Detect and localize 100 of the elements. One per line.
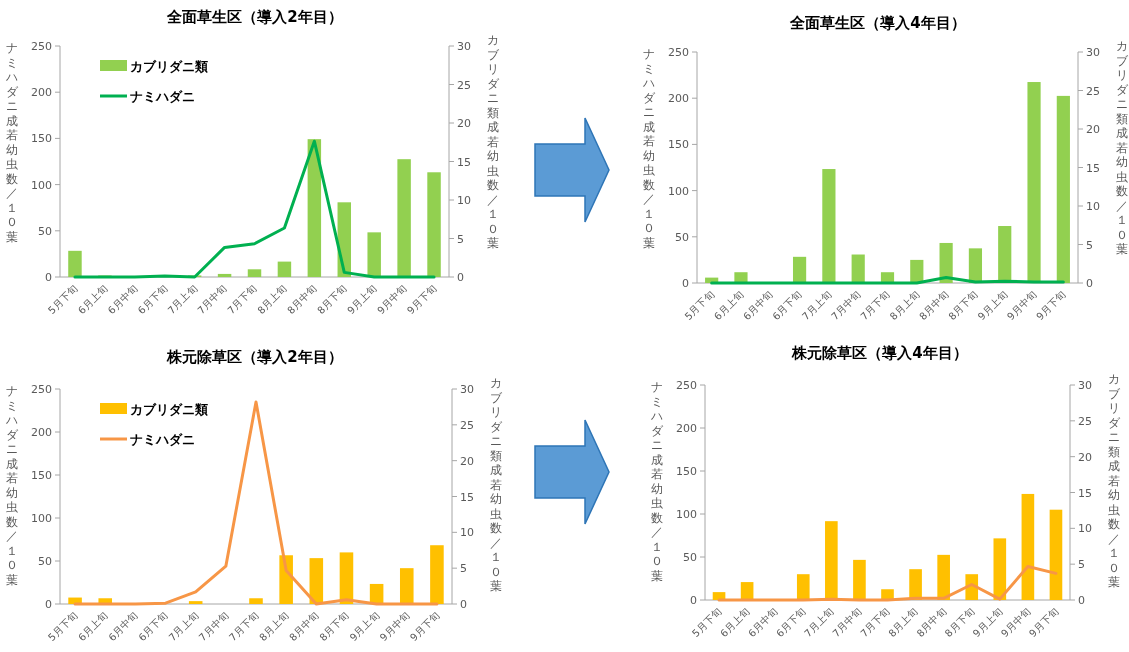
y2-tick-label: 30 — [1078, 379, 1092, 392]
text: カブリダニ類成若幼虫数／１０葉 — [1116, 39, 1128, 256]
x-tick-label: 5月下旬 — [45, 609, 80, 644]
y-tick-label: 250 — [31, 40, 52, 53]
bar — [399, 568, 414, 604]
y2-tick-label: 0 — [1086, 277, 1093, 290]
line-series — [73, 139, 436, 279]
y2-tick-label: 5 — [457, 232, 464, 246]
bar — [853, 559, 866, 600]
y-tick-label: 250 — [31, 383, 52, 396]
bar — [825, 521, 838, 600]
bar — [188, 601, 203, 604]
bar — [998, 226, 1012, 283]
bar — [68, 250, 82, 277]
bar — [968, 248, 983, 283]
y-tick-label: 250 — [668, 46, 689, 59]
text: カブリダニ類成若幼虫数／１０葉 — [490, 376, 502, 593]
y-tick-label: 200 — [31, 426, 52, 439]
y2-tick-label: 0 — [460, 598, 467, 611]
y2-tick-label: 20 — [460, 454, 474, 468]
bar — [1056, 95, 1070, 283]
chart-title: 全面草生区（導入2年目） — [166, 8, 343, 26]
bar — [277, 261, 292, 277]
text: ナミハダニ成若幼虫数／１０葉 — [6, 384, 18, 587]
y2-tick-label: 0 — [457, 271, 464, 284]
bar — [734, 272, 748, 283]
bar — [909, 569, 922, 600]
legend-label: カブリダニ類 — [130, 59, 208, 74]
legend-label: ナミハダニ — [130, 432, 195, 447]
bar — [796, 574, 810, 600]
bar — [339, 552, 354, 604]
y2-tick-label: 25 — [1078, 414, 1092, 428]
y2-tick-label: 20 — [1086, 123, 1100, 136]
y2-tick-label: 15 — [1086, 161, 1100, 175]
bar — [880, 272, 895, 283]
y2-tick-label: 10 — [457, 194, 471, 207]
line-series — [73, 400, 439, 606]
text: ナミハダニ成若幼虫数／１０葉 — [6, 41, 18, 244]
chart-title: 株元除草区（導入4年目） — [791, 344, 968, 362]
y-tick-label: 150 — [668, 138, 689, 152]
y2-tick-label: 25 — [457, 78, 471, 92]
y-tick-label: 200 — [676, 422, 697, 435]
bar — [1049, 509, 1063, 600]
text: カブリダニ類成若幼虫数／１０葉 — [487, 33, 499, 250]
y-tick-label: 100 — [668, 184, 689, 198]
y2-tick-label: 20 — [457, 117, 471, 130]
y-tick-label: 150 — [31, 469, 52, 482]
y2-tick-label: 30 — [1086, 46, 1100, 59]
bar — [309, 558, 324, 604]
bar — [217, 273, 232, 277]
y-tick-label: 100 — [31, 178, 52, 192]
y2-tick-label: 5 — [460, 562, 467, 576]
y2-tick-label: 10 — [460, 526, 474, 540]
bar — [427, 172, 441, 277]
y2-tick-label: 10 — [1078, 522, 1092, 536]
y-tick-label: 50 — [38, 555, 52, 568]
y-tick-label: 150 — [31, 132, 52, 146]
y-tick-label: 0 — [45, 598, 52, 611]
y-tick-label: 0 — [45, 271, 52, 284]
y2-tick-label: 30 — [457, 40, 471, 53]
y2-tick-label: 0 — [1078, 594, 1085, 607]
bar — [792, 256, 807, 283]
y-tick-label: 0 — [690, 594, 697, 607]
bar — [249, 598, 263, 604]
legend-label: カブリダニ類 — [130, 402, 208, 417]
bar — [851, 254, 865, 283]
bar — [822, 169, 836, 283]
bar — [247, 269, 262, 277]
text: ナミハダニ成若幼虫数／１０葉 — [651, 380, 663, 583]
x-tick-label: 5月下旬 — [45, 282, 80, 317]
y2-tick-label: 20 — [1078, 450, 1092, 464]
bar — [740, 582, 754, 600]
y-tick-label: 200 — [668, 92, 689, 106]
y2-tick-label: 25 — [460, 418, 474, 432]
y2-tick-label: 30 — [460, 383, 474, 396]
text: カブリダニ類成若幼虫数／１０葉 — [1108, 372, 1120, 589]
legend-label: ナミハダニ — [130, 89, 195, 104]
y-tick-label: 150 — [676, 465, 697, 478]
bar — [910, 259, 924, 283]
y2-tick-label: 15 — [457, 155, 471, 169]
y-tick-label: 100 — [31, 512, 52, 525]
bar — [367, 232, 381, 277]
y-tick-label: 50 — [683, 551, 697, 564]
y-tick-label: 50 — [675, 230, 689, 244]
bar — [937, 554, 950, 600]
bar — [1027, 82, 1041, 283]
y2-tick-label: 5 — [1086, 238, 1093, 252]
chart-title: 全面草生区（導入4年目） — [789, 14, 966, 32]
y-tick-label: 0 — [682, 277, 689, 290]
text: ナミハダニ成若幼虫数／１０葉 — [643, 47, 655, 250]
y2-tick-label: 10 — [1086, 200, 1100, 213]
y-tick-label: 100 — [676, 508, 697, 521]
y2-tick-label: 5 — [1078, 558, 1085, 572]
bar — [1021, 493, 1035, 600]
y2-tick-label: 15 — [460, 490, 474, 504]
bar — [430, 545, 444, 604]
bar — [397, 159, 411, 277]
y2-tick-label: 25 — [1086, 84, 1100, 98]
y-tick-label: 50 — [38, 224, 52, 238]
bar — [993, 538, 1007, 600]
